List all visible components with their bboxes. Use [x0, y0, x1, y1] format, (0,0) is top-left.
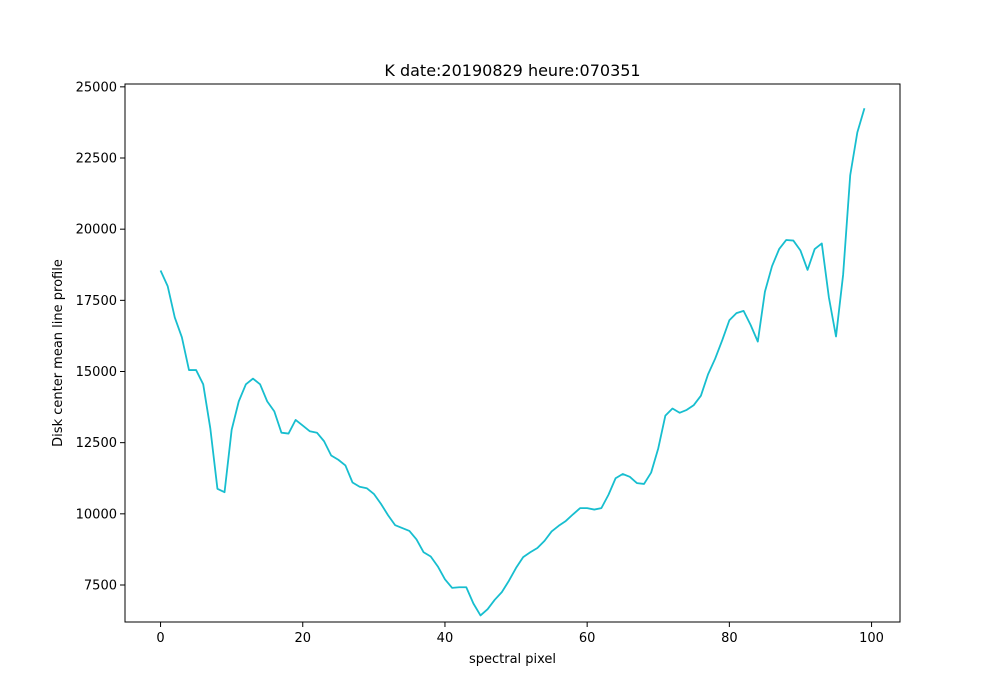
series-line-0 [159, 107, 866, 617]
x-tick-label: 40 [437, 631, 454, 646]
plot-area [159, 107, 866, 617]
chart-title: K date:20190829 heure:070351 [384, 61, 640, 80]
plot-frame [124, 83, 901, 623]
x-tick-label: 80 [721, 631, 738, 646]
y-tick-label: 22500 [76, 152, 117, 167]
y-tick-label: 17500 [76, 294, 117, 309]
y-tick-label: 7500 [84, 578, 117, 593]
x-tick-label: 0 [156, 631, 164, 646]
y-tick-label: 10000 [76, 507, 117, 522]
x-tick-label: 20 [294, 631, 311, 646]
axis-ticks: 0 20 40 60 80 100 7500 10000 12500 15000 17500 2000… [76, 80, 884, 646]
y-axis-label: Disk center mean line profile [51, 259, 66, 447]
x-axis-label: spectral pixel [469, 652, 556, 667]
y-tick-label: 12500 [76, 436, 117, 451]
x-tick-label: 100 [859, 631, 884, 646]
y-tick-label: 15000 [76, 365, 117, 380]
x-tick-label: 60 [579, 631, 596, 646]
y-tick-label: 25000 [76, 80, 117, 95]
y-tick-label: 20000 [76, 223, 117, 238]
